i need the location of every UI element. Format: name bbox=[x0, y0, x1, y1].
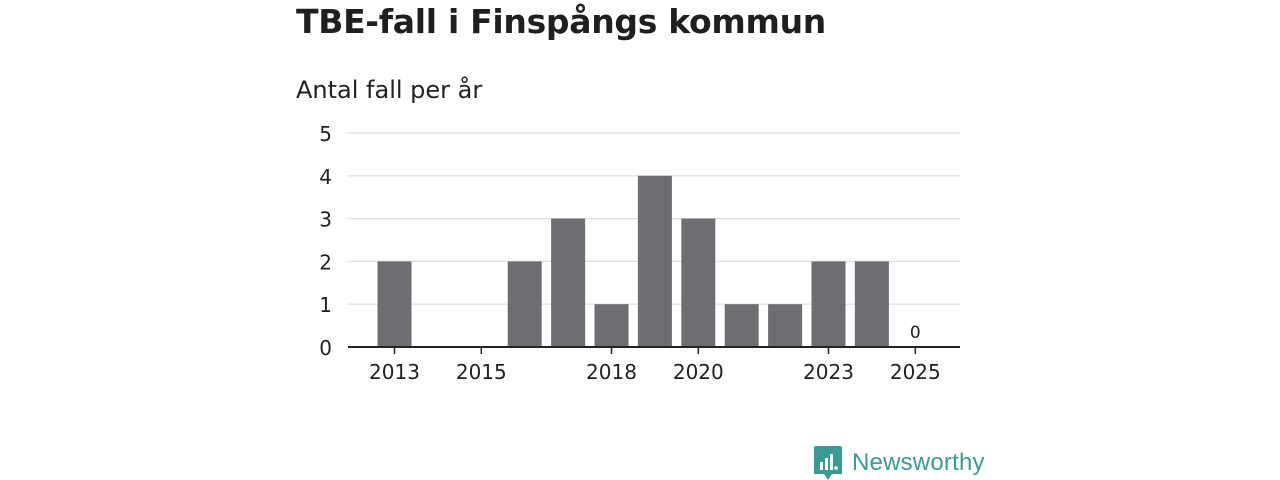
y-tick-label: 1 bbox=[319, 293, 332, 317]
bar bbox=[551, 218, 586, 347]
y-tick-label: 5 bbox=[319, 122, 332, 146]
bar bbox=[377, 261, 412, 347]
chart-subtitle: Antal fall per år bbox=[296, 76, 483, 104]
chart-title: TBE-fall i Finspångs kommun bbox=[296, 2, 826, 41]
bar bbox=[724, 304, 759, 347]
x-tick-label: 2013 bbox=[369, 360, 420, 384]
x-tick-label: 2020 bbox=[673, 360, 724, 384]
x-tick-label: 2023 bbox=[803, 360, 854, 384]
bar bbox=[681, 218, 716, 347]
data-label: 0 bbox=[910, 323, 921, 343]
bar bbox=[637, 175, 672, 347]
bar bbox=[768, 304, 803, 347]
x-tick-label: 2015 bbox=[456, 360, 507, 384]
bars bbox=[377, 175, 889, 347]
bar bbox=[507, 261, 542, 347]
bar bbox=[811, 261, 846, 347]
y-tick-label: 4 bbox=[319, 165, 332, 189]
y-axis-ticks: 0 1 2 3 4 5 bbox=[319, 122, 332, 360]
x-axis-ticks: 2013 2015 2018 2020 2023 2025 bbox=[369, 347, 941, 384]
newsworthy-brand: Newsworthy bbox=[814, 446, 985, 480]
newsworthy-logo-icon bbox=[814, 446, 842, 480]
x-tick-label: 2025 bbox=[890, 360, 941, 384]
value-labels: 0 bbox=[910, 323, 921, 343]
y-tick-label: 0 bbox=[319, 336, 332, 360]
y-tick-label: 2 bbox=[319, 250, 332, 274]
bar bbox=[594, 304, 629, 347]
brand-name: Newsworthy bbox=[852, 449, 985, 476]
bar bbox=[854, 261, 889, 347]
x-tick-label: 2018 bbox=[586, 360, 637, 384]
y-tick-label: 3 bbox=[319, 208, 332, 232]
